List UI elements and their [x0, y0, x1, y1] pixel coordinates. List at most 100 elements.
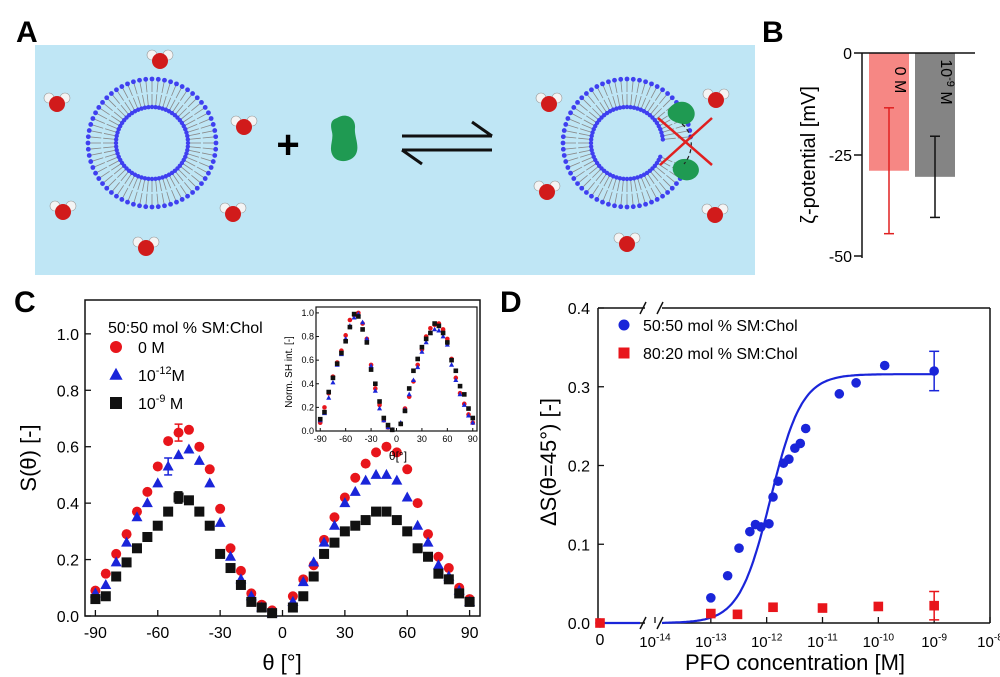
c-xtick-0: -90 [84, 625, 107, 642]
c-point-1-12 [214, 516, 226, 527]
c-point-0-22 [329, 512, 340, 523]
c-point-1-10 [193, 454, 205, 465]
c-point-2-21 [319, 548, 330, 559]
c-point-0-9 [183, 424, 194, 435]
c-point-0-31 [423, 529, 434, 540]
c-legend-label-1: 10-12M [138, 365, 185, 385]
water-molecule-icon [146, 49, 174, 69]
vesicle-intact [85, 76, 219, 210]
d-ytick-4: 0.4 [568, 301, 590, 318]
d-legend-label-0: 50:50 mol % SM:Chol [643, 318, 798, 335]
c-inset-frame [315, 306, 478, 432]
c-inset-point-2-13 [373, 381, 378, 387]
pfo-protein-icon [330, 115, 358, 162]
c-inset-point-2-6 [343, 338, 348, 344]
c-inset-point-1-10 [360, 319, 366, 325]
b-bar-label-0: 0 M [891, 67, 908, 94]
c-point-1-13 [225, 550, 237, 561]
d-legend-marker-0 [618, 319, 630, 331]
c-point-0-26 [371, 447, 382, 458]
d-point-0-4 [745, 526, 755, 537]
c-point-0-24 [350, 472, 361, 483]
c-inset-point-2-21 [411, 368, 416, 374]
d-point-0-9 [773, 476, 783, 487]
c-inset-background [316, 307, 477, 431]
c-inset-point-2-0 [317, 416, 323, 422]
c-inset-point-2-16 [385, 422, 391, 428]
plus-sign: + [276, 123, 299, 167]
c-inset-point-1-8 [351, 314, 357, 320]
c-point-1-6 [152, 477, 164, 488]
c-point-2-32 [433, 568, 444, 579]
c-inset-point-2-15 [381, 415, 387, 421]
c-point-0-14 [235, 565, 246, 576]
water-molecule-icon [219, 202, 247, 222]
c-inset-point-2-14 [377, 399, 382, 404]
c-inset-point-2-32 [457, 383, 463, 389]
c-point-2-29 [402, 526, 413, 537]
c-inset-point-2-33 [461, 392, 467, 397]
c-inset-point-2-4 [334, 361, 340, 366]
d-ytick-1: 0.1 [568, 537, 590, 554]
d-point-0-16 [851, 378, 861, 388]
c-point-2-28 [391, 515, 402, 526]
c-point-1-24 [349, 485, 361, 496]
c-inset-point-2-24 [423, 336, 429, 342]
d-point-0-2 [722, 570, 733, 581]
c-point-2-27 [381, 506, 392, 517]
c-point-1-22 [328, 519, 340, 530]
panel-b-bar-chart: 0 M 10-9 M 0 -25 -50 ζ-potential [mV] [798, 46, 975, 266]
panel-letter-a: A [16, 16, 38, 49]
c-point-0-27 [381, 441, 392, 452]
panel-d-scatter-chart: 0.0 0.1 0.2 0.3 0.4 0 10-14 10-13 10-12 10-11 10-1… [536, 301, 1000, 675]
c-point-2-5 [142, 532, 153, 542]
c-inset-xtick-5: 60 [442, 434, 452, 444]
d-legend-label-1: 80:20 mol % SM:Chol [643, 346, 798, 363]
c-inset-point-1-27 [436, 327, 442, 333]
d-point-0-15 [834, 389, 845, 399]
d-point-1-0 [595, 618, 605, 628]
c-inset-point-2-2 [326, 389, 332, 395]
c-inset-point-1-32 [457, 391, 463, 397]
c-ytick-4: 0.8 [57, 383, 79, 400]
b-ytick-0: 0 [843, 46, 852, 63]
c-point-2-18 [287, 602, 298, 613]
d-fit-curve [600, 373, 935, 625]
d-legend-marker-1 [618, 347, 630, 359]
c-point-2-17 [267, 608, 278, 619]
c-inset-xlabel: θ[°] [389, 449, 407, 463]
d-xtick-2: 10-12 [751, 632, 783, 651]
c-inset-ylabel: Norm. SH int. [-] [284, 336, 295, 408]
water-molecules [43, 49, 730, 256]
c-point-2-10 [194, 506, 205, 517]
c-inset-point-1-23 [419, 349, 425, 354]
c-point-2-33 [443, 574, 454, 585]
c-inset-point-2-19 [402, 408, 408, 414]
c-xtick-1: -60 [146, 625, 169, 642]
d-point-0-6 [756, 522, 766, 532]
c-point-0-13 [225, 543, 236, 554]
c-point-1-25 [360, 474, 372, 485]
c-point-2-16 [256, 602, 267, 613]
c-point-2-7 [163, 506, 174, 517]
c-inset-point-1-28 [440, 333, 446, 339]
c-point-2-22 [329, 537, 340, 548]
c-point-1-2 [110, 556, 122, 567]
water-molecule-icon [701, 203, 729, 223]
c-inset-point-0-1 [322, 405, 327, 410]
c-point-2-3 [121, 557, 132, 568]
c-inset-point-1-34 [465, 412, 472, 418]
c-inset-point-2-18 [398, 421, 404, 427]
d-point-1-3 [768, 602, 778, 613]
c-point-2-0 [90, 594, 101, 605]
c-point-1-8 [173, 449, 185, 460]
c-inset-ytick-2: 0.4 [301, 379, 314, 389]
c-inset-point-0-7 [347, 317, 353, 323]
c-inset-point-1-33 [461, 402, 467, 407]
d-ylabel: ΔS(θ=45°) [-] [536, 398, 561, 526]
c-inset-xtick-2: -30 [365, 434, 378, 444]
water-molecule-icon [43, 92, 71, 112]
d-point-0-17 [879, 360, 890, 371]
c-point-2-26 [371, 506, 382, 517]
c-xlabel: θ [°] [262, 650, 301, 675]
